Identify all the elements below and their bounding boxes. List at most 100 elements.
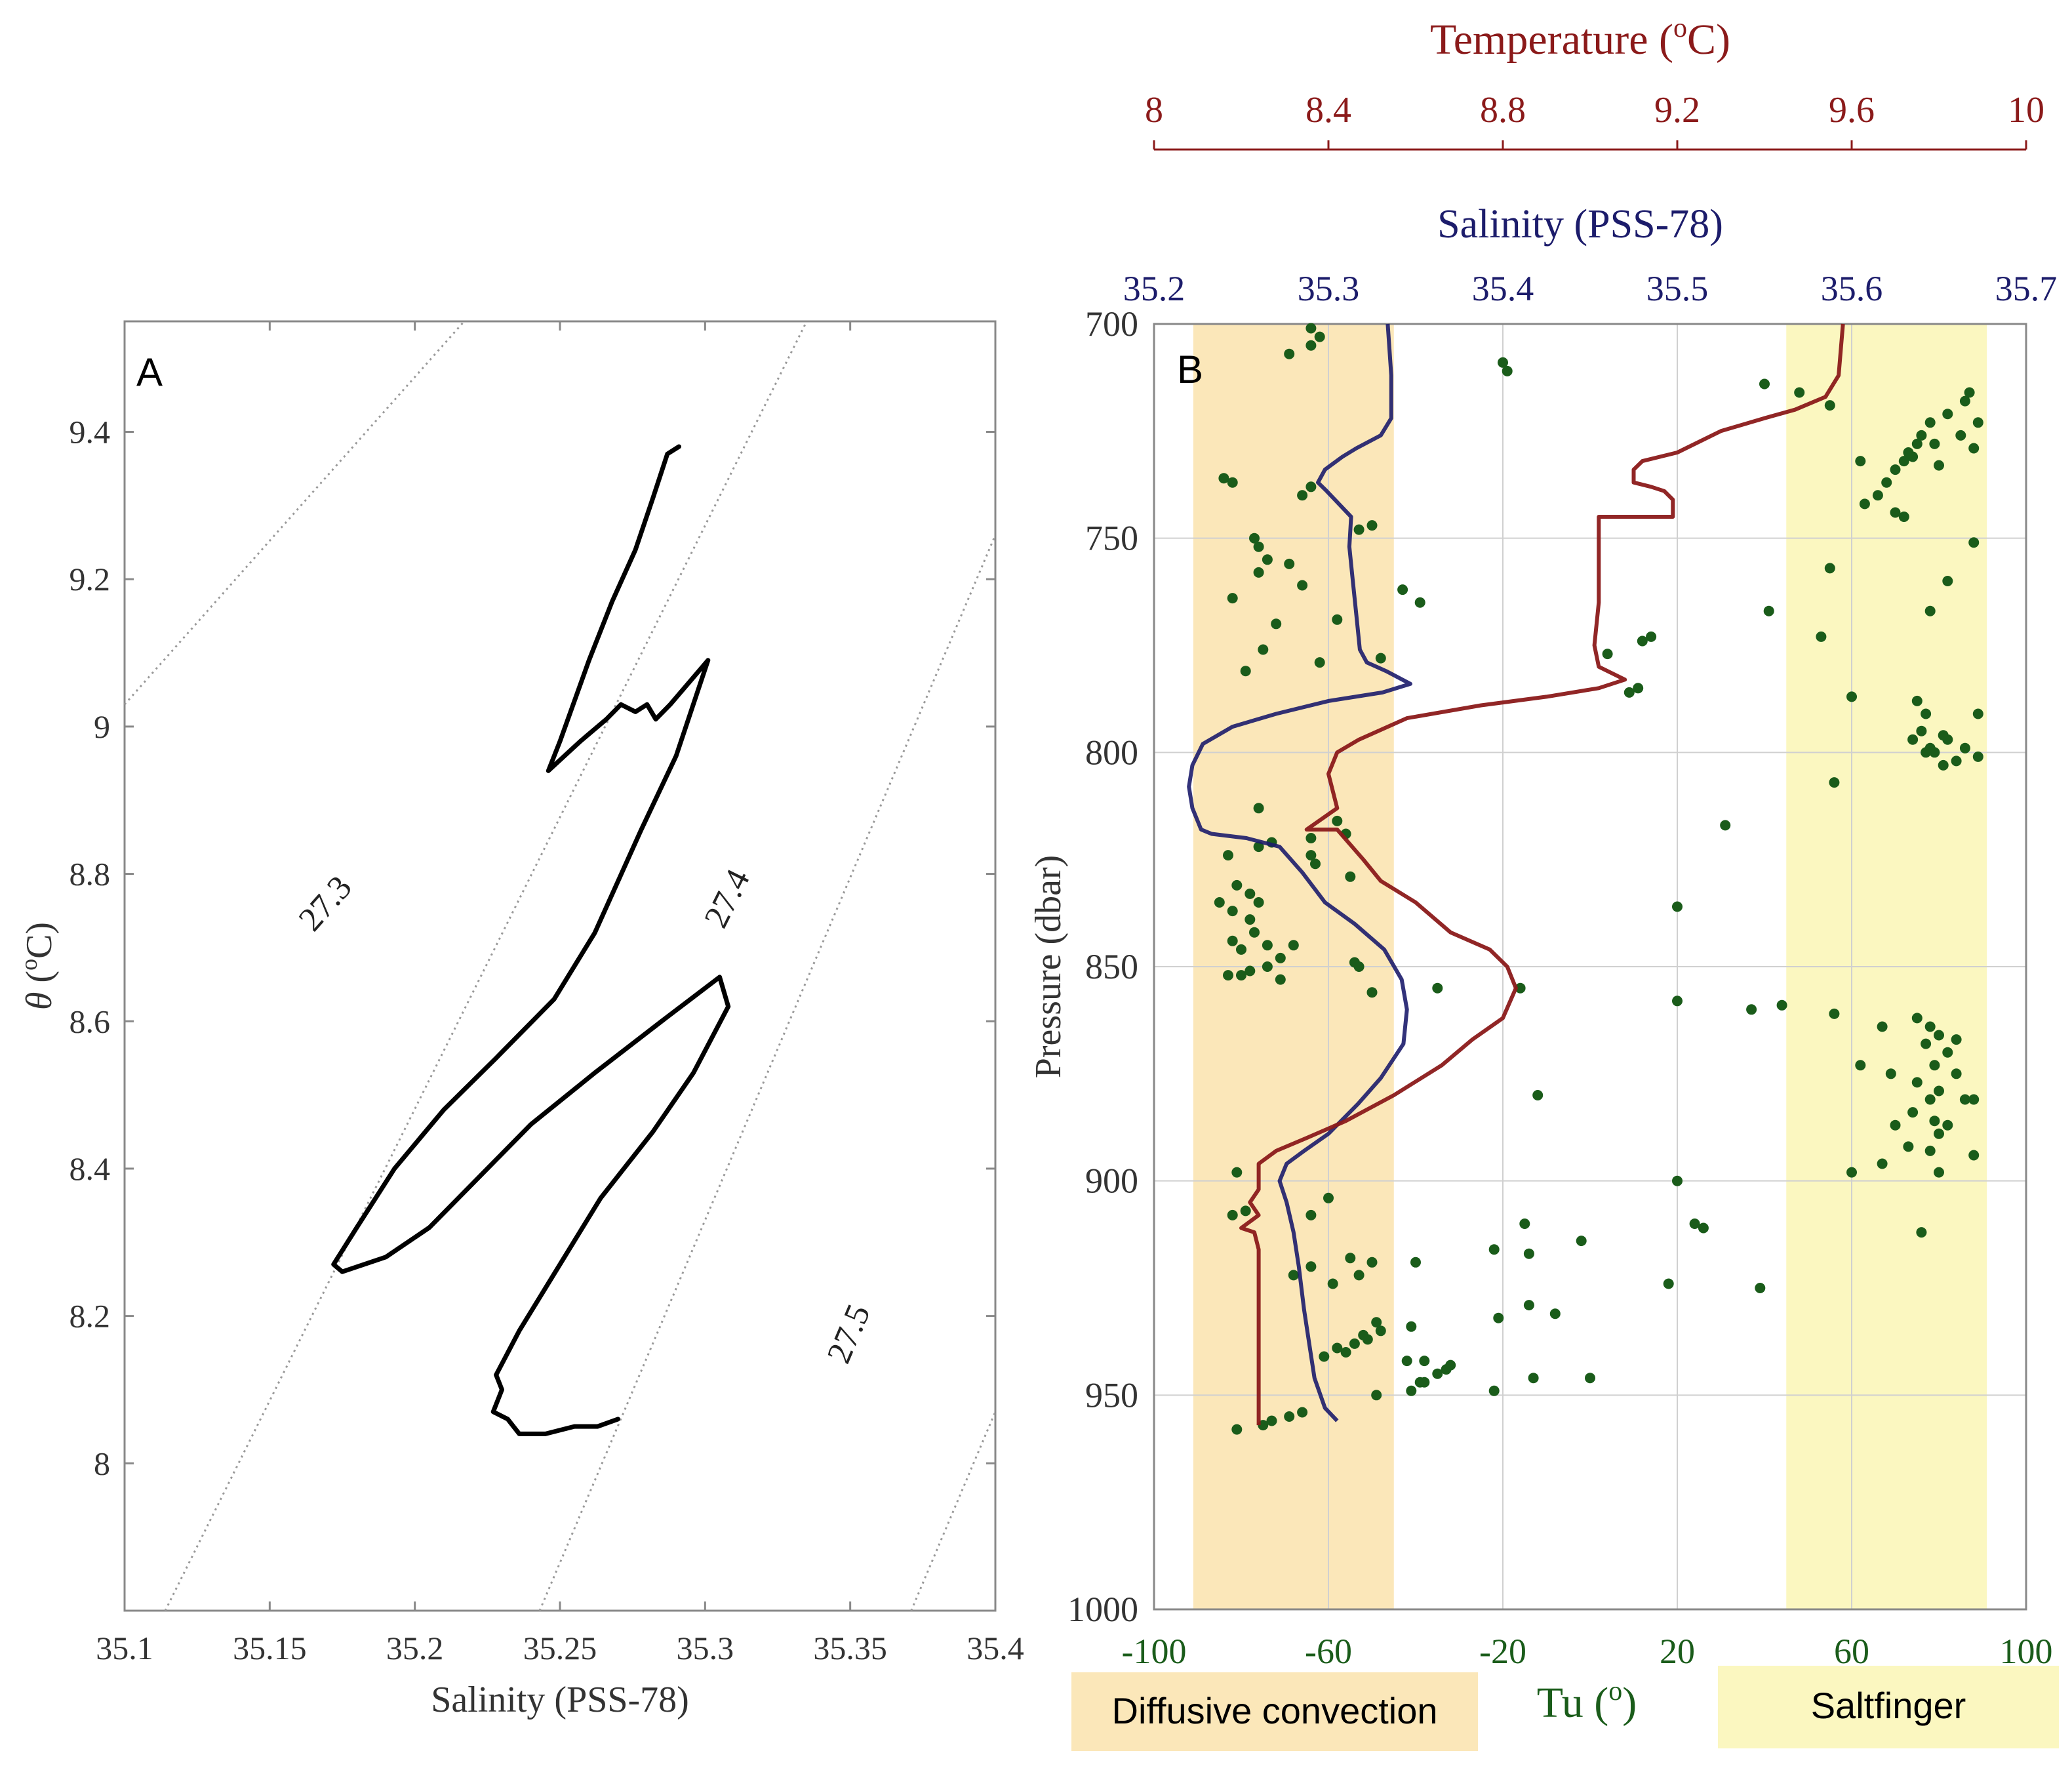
turner-point — [1305, 1261, 1317, 1272]
pressure-tick-label: 900 — [1085, 1161, 1138, 1201]
turner-point — [1890, 1119, 1901, 1131]
turner-point — [1297, 580, 1308, 591]
turner-point — [1366, 520, 1378, 531]
turner-point — [1358, 1329, 1369, 1340]
turner-point — [1859, 498, 1870, 510]
turner-point — [1236, 970, 1246, 981]
turner-point — [1332, 815, 1343, 826]
turner-point — [1284, 558, 1295, 569]
turner-point — [1951, 755, 1962, 767]
turner-point — [1885, 1068, 1896, 1079]
turner-point — [1934, 1128, 1944, 1139]
turner-point — [1314, 657, 1325, 668]
turner-point — [1855, 456, 1866, 467]
turner-point — [1519, 1218, 1530, 1229]
turner-point — [1406, 1321, 1417, 1332]
turner-point — [1846, 691, 1857, 702]
panel-b-profile-lines — [1187, 323, 1845, 1426]
turner-point — [1245, 914, 1256, 925]
turner-point — [1924, 1094, 1936, 1105]
panel-a-chart: 27.3 27.427.5 35.1 35.15 35.2 35.25 35.3 35.35… — [16, 320, 1024, 1720]
turner-point — [1332, 614, 1343, 625]
turner-point — [1262, 961, 1273, 972]
turner-point — [1253, 897, 1264, 908]
turner-point — [1493, 1312, 1504, 1323]
turner-point — [1624, 687, 1635, 698]
turner-point — [1934, 1030, 1944, 1041]
turner-point — [1972, 751, 1983, 762]
theta-salinity-line — [331, 444, 731, 1436]
turner-point — [1253, 567, 1264, 578]
turner-point — [1907, 451, 1919, 462]
turner-point — [1968, 1150, 1980, 1161]
isopycnal-label-background — [700, 862, 759, 936]
y-tick-label: 9.2 — [70, 561, 111, 597]
turner-point — [1911, 1013, 1923, 1024]
turner-point — [1911, 1077, 1923, 1088]
turner-point — [1903, 1141, 1914, 1152]
turner-tick-label: 100 — [2000, 1632, 2053, 1671]
turner-point — [1829, 777, 1840, 788]
saltfinger-label: Saltfinger — [1811, 1685, 1966, 1726]
pressure-tick-label: 700 — [1085, 304, 1138, 344]
turner-point — [1227, 477, 1238, 488]
x-tick-label: 35.1 — [96, 1630, 153, 1666]
turner-point — [1227, 1209, 1238, 1220]
turner-point — [1371, 1317, 1382, 1328]
isopycnal-line — [123, 321, 466, 706]
turner-point — [1231, 1424, 1243, 1435]
panel-b-turner-series — [1214, 323, 1983, 1435]
turner-point — [1942, 576, 1953, 586]
turner-point — [1921, 708, 1932, 719]
isopycnal-line — [164, 321, 808, 1611]
turner-point — [1223, 970, 1233, 981]
turner-point — [1916, 430, 1927, 441]
turner-point — [1305, 323, 1317, 334]
turner-point — [1929, 1116, 1940, 1127]
turner-point — [1929, 1060, 1940, 1071]
turner-point — [1698, 1222, 1709, 1234]
turner-point — [1816, 631, 1827, 642]
saltfinger-legend-box — [1718, 1666, 2059, 1748]
turner-tick-label: 20 — [1660, 1632, 1695, 1671]
turner-point — [1672, 996, 1683, 1007]
turner-axis-title: Tu (o) — [1537, 1676, 1637, 1727]
turner-point — [1890, 507, 1901, 518]
turner-point — [1245, 888, 1256, 899]
turner-point — [1924, 1021, 1936, 1032]
salinity-tick-label: 35.6 — [1821, 269, 1883, 308]
turner-point — [1231, 1167, 1243, 1178]
turner-point — [1934, 1085, 1944, 1097]
turner-point — [1846, 1167, 1857, 1178]
turner-point — [1877, 1021, 1888, 1032]
turner-point — [1253, 803, 1264, 814]
panel-a-y-ticks: 8 8.2 8.4 8.6 8.8 9 9.2 9.4 — [70, 414, 995, 1481]
turner-point — [1968, 1094, 1980, 1105]
turner-point — [1271, 618, 1282, 630]
y-tick-label: 8.6 — [70, 1003, 111, 1039]
turner-point — [1432, 982, 1443, 994]
turner-point — [1934, 1167, 1944, 1178]
x-tick-label: 35.2 — [386, 1630, 444, 1666]
turner-point — [1829, 1008, 1840, 1019]
salinity-tick-label: 35.4 — [1472, 269, 1534, 308]
turner-point — [1419, 1356, 1430, 1367]
turner-point — [1959, 395, 1970, 407]
panel-b-label: B — [1177, 348, 1203, 392]
turner-point — [1414, 597, 1425, 608]
turner-point — [1240, 1205, 1251, 1217]
pressure-tick-label: 800 — [1085, 733, 1138, 772]
turner-point — [1942, 1119, 1953, 1131]
x-tick-label: 35.3 — [677, 1630, 734, 1666]
turner-point — [1305, 481, 1317, 493]
isopycnal-label-background — [293, 870, 361, 941]
turner-point — [1240, 666, 1251, 677]
turner-point — [1881, 477, 1892, 488]
salinity-tick-label: 35.2 — [1123, 269, 1185, 308]
turner-point — [1528, 1373, 1539, 1384]
pressure-tick-label: 850 — [1085, 947, 1138, 986]
turner-point — [1633, 683, 1644, 694]
turner-point — [1275, 974, 1286, 985]
turner-point — [1236, 944, 1246, 955]
salinity-axis-title: Salinity (PSS-78) — [1437, 202, 1723, 247]
